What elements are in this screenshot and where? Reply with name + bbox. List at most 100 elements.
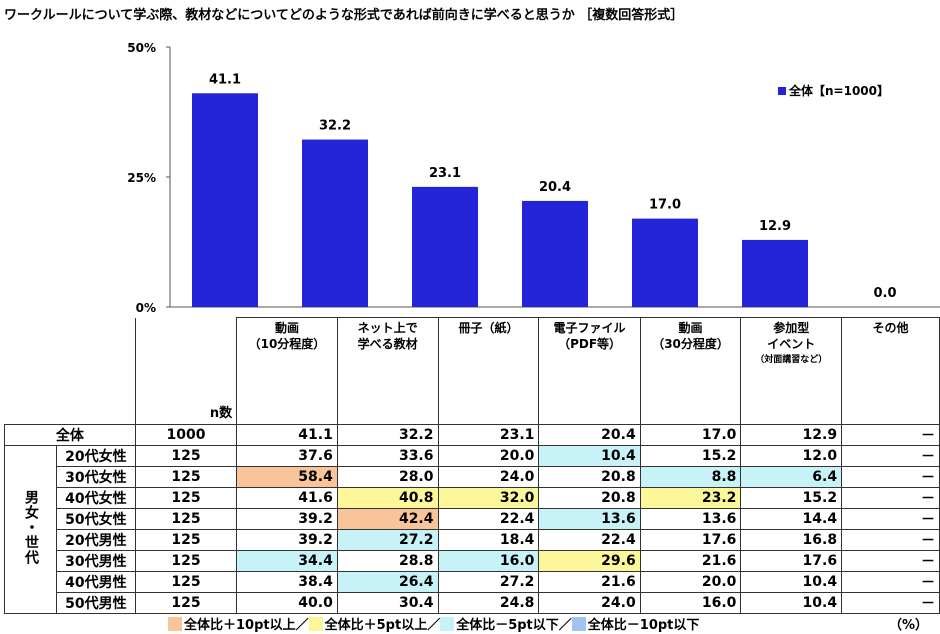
row-n: 125 xyxy=(134,466,238,488)
table-row: 30代女性 125 58.4 28.0 24.0 20.8 8.8 6.4 － xyxy=(5,466,940,488)
table-row: 40代女性 125 41.6 40.8 32.0 20.8 23.2 15.2 － xyxy=(5,487,940,509)
table-cell: 6.4 xyxy=(740,466,843,488)
y-tick-label: 50% xyxy=(127,41,156,55)
row-n: 125 xyxy=(134,550,238,572)
row-n: 1000 xyxy=(134,424,238,446)
legend-swatch xyxy=(571,616,586,631)
bar xyxy=(632,218,698,307)
table-cell: 17.6 xyxy=(740,550,843,572)
table-cell: 28.8 xyxy=(336,550,439,572)
table-cell: 17.0 xyxy=(639,424,742,446)
table-row: 30代男性 125 34.4 28.8 16.0 29.6 21.6 17.6 － xyxy=(5,550,940,572)
row-label: 50代女性 xyxy=(56,508,136,530)
table-cell: 16.0 xyxy=(437,550,540,572)
bar xyxy=(412,186,478,307)
table-cell: 20.0 xyxy=(639,571,742,593)
table-cell: 12.0 xyxy=(740,445,843,467)
unit-label: （%） xyxy=(888,618,928,633)
bar xyxy=(192,93,258,307)
table-cell: 21.6 xyxy=(639,550,742,572)
header-line1: 電子ファイル xyxy=(553,321,626,335)
table-cell: 13.6 xyxy=(538,508,641,530)
legend-label: 全体比－5pt以下／ xyxy=(456,618,572,633)
table-cell: 12.9 xyxy=(740,424,843,446)
y-tick-label: 0% xyxy=(136,301,156,315)
table-cell: 58.4 xyxy=(236,466,338,488)
table-cell: － xyxy=(841,466,940,488)
table-cell: 40.8 xyxy=(336,487,439,509)
table-cell: 20.0 xyxy=(437,445,540,467)
table-cell: 24.8 xyxy=(437,592,540,614)
header-line2: イベント xyxy=(767,337,816,351)
row-label: 30代男性 xyxy=(56,550,136,572)
table-cell: 20.8 xyxy=(538,487,641,509)
column-header: 電子ファイル （PDF等） xyxy=(538,317,641,425)
highlight-legend: 全体比＋10pt以上／ 全体比＋5pt以上／ 全体比－5pt以下／ 全体比－10pt以… xyxy=(168,614,699,633)
y-tick-label: 25% xyxy=(127,171,156,185)
table-cell: 26.4 xyxy=(336,571,439,593)
table-cell: 40.0 xyxy=(236,592,338,614)
table-cell: 38.4 xyxy=(236,571,338,593)
table-cell: － xyxy=(841,550,940,572)
data-label: 20.4 xyxy=(539,180,571,195)
legend-swatch xyxy=(308,616,323,631)
legend-swatch xyxy=(168,616,182,631)
row-n: 125 xyxy=(134,487,238,509)
table-cell: 27.2 xyxy=(437,571,540,593)
row-label: 50代男性 xyxy=(56,592,136,614)
group-cell: 男女・世代 xyxy=(4,445,57,614)
column-header: 参加型 イベント （対面講習など） xyxy=(740,317,843,425)
table-cell: － xyxy=(841,424,940,446)
data-label: 32.2 xyxy=(319,119,351,134)
header-line1: 参加型 xyxy=(773,321,810,335)
row-n: 125 xyxy=(134,529,238,551)
table-cell: 34.4 xyxy=(236,550,338,572)
group-label: 男女・世代 xyxy=(23,490,39,565)
data-label: 17.0 xyxy=(649,198,681,213)
table-cell: 16.0 xyxy=(639,592,742,614)
table-cell: 24.0 xyxy=(538,592,641,614)
table-cell: 13.6 xyxy=(639,508,742,530)
table-cell: 37.6 xyxy=(236,445,338,467)
row-n: 125 xyxy=(134,592,238,614)
row-label: 40代女性 xyxy=(56,487,136,509)
table-cell: 23.1 xyxy=(437,424,540,446)
row-label: 20代男性 xyxy=(56,529,136,551)
table-row: 50代女性 125 39.2 42.4 22.4 13.6 13.6 14.4 － xyxy=(5,508,940,530)
legend-label: 全体【n=1000】 xyxy=(789,84,889,98)
data-table: n数 動画 （10分程度） ネット上で 学べる教材 冊子（紙） 電子ファイル （PDF等） 動… xyxy=(4,317,940,614)
table-row: 20代男性 125 39.2 27.2 18.4 22.4 17.6 16.8 － xyxy=(5,529,940,551)
table-row: 50代男性 125 40.0 30.4 24.8 24.0 16.0 10.4 － xyxy=(5,592,940,614)
column-header: 動画 （30分程度） xyxy=(639,317,742,425)
header-blank xyxy=(4,317,136,425)
column-header: 冊子（紙） xyxy=(437,317,540,425)
legend-label: 全体比＋10pt以上／ xyxy=(184,618,309,633)
table-cell: 15.2 xyxy=(740,487,843,509)
table-cell: 42.4 xyxy=(336,508,439,530)
header-line1: 冊子（紙） xyxy=(458,321,519,335)
table-cell: － xyxy=(841,571,940,593)
data-label: 23.1 xyxy=(429,166,461,181)
row-n: 125 xyxy=(134,571,238,593)
bar-chart: 0% 25% 50% 41.1 32.2 23.1 20.4 17.0 12.9 0.0 xyxy=(127,41,940,315)
data-label: 0.0 xyxy=(873,286,896,301)
bar xyxy=(522,200,588,307)
table-cell: 16.8 xyxy=(740,529,843,551)
table-cell: 8.8 xyxy=(639,466,742,488)
header-line1: 動画 xyxy=(678,321,703,335)
table-cell: 17.6 xyxy=(639,529,742,551)
header-line1: 動画 xyxy=(274,321,299,335)
table-cell: 39.2 xyxy=(236,529,338,551)
table-cell: 41.1 xyxy=(236,424,338,446)
table-cell: 27.2 xyxy=(336,529,439,551)
table-cell: 14.4 xyxy=(740,508,843,530)
header-line2: （10分程度） xyxy=(248,337,326,351)
table-row: 40代男性 125 38.4 26.4 27.2 21.6 20.0 10.4 － xyxy=(5,571,940,593)
table-cell: 22.4 xyxy=(437,508,540,530)
chart-title: ワークルールについて学ぶ際、教材などについてどのような形式であれば前向きに学べる… xyxy=(4,8,684,23)
table-cell: － xyxy=(841,508,940,530)
table-cell: 33.6 xyxy=(336,445,439,467)
table-cell: 22.4 xyxy=(538,529,641,551)
header-line2: 学べる教材 xyxy=(357,337,418,351)
table-cell: 20.4 xyxy=(538,424,641,446)
